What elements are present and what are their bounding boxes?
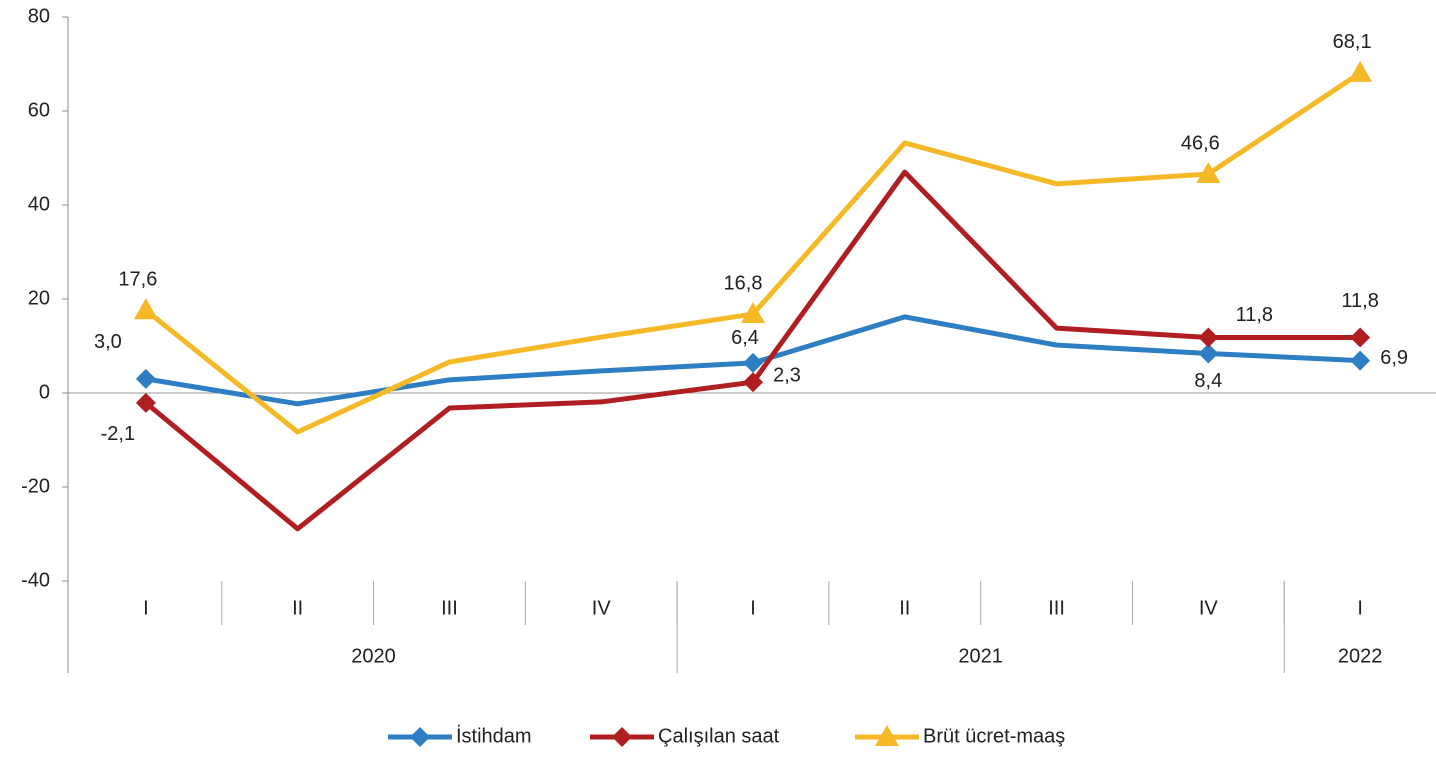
data-label: 17,6	[118, 269, 157, 291]
y-tick-label: 0	[39, 381, 50, 403]
data-label: 16,8	[724, 272, 763, 294]
y-tick-label: -20	[21, 475, 50, 497]
marker	[612, 727, 632, 747]
x-tick-label: I	[1357, 597, 1363, 619]
x-tick-label: I	[143, 597, 149, 619]
marker	[1198, 327, 1219, 348]
group-label: 2020	[351, 645, 396, 667]
data-label: 46,6	[1181, 132, 1220, 154]
data-label: 2,3	[773, 364, 801, 386]
data-label: 68,1	[1333, 31, 1372, 53]
y-tick-label: 80	[28, 5, 50, 27]
marker	[743, 372, 763, 393]
y-tick-label: 60	[28, 99, 50, 121]
y-tick-label: 40	[28, 193, 50, 215]
data-label: 8,4	[1194, 370, 1222, 392]
marker	[1350, 350, 1371, 371]
y-tick-label: -40	[21, 569, 50, 591]
marker	[741, 302, 765, 324]
data-label: 6,9	[1380, 347, 1408, 369]
x-tick-label: IV	[1199, 597, 1219, 619]
marker	[1198, 343, 1219, 364]
marker	[410, 727, 430, 747]
marker	[1196, 161, 1221, 183]
x-tick-label: II	[899, 597, 910, 619]
marker	[1350, 327, 1371, 348]
data-label: 11,8	[1341, 290, 1378, 312]
data-label: 11,8	[1236, 304, 1273, 326]
marker	[135, 368, 156, 389]
data-label: 6,4	[731, 327, 759, 349]
x-tick-label: III	[1048, 597, 1065, 619]
marker	[1348, 60, 1373, 82]
x-tick-label: II	[292, 597, 303, 619]
marker	[133, 298, 158, 320]
legend-label: Brüt ücret-maaş	[923, 725, 1065, 747]
marker	[743, 352, 763, 373]
legend-label: İstihdam	[456, 724, 532, 747]
marker	[875, 725, 899, 746]
group-label: 2022	[1338, 645, 1383, 667]
data-label: 3,0	[94, 331, 122, 353]
marker	[135, 392, 156, 413]
data-label: -2,1	[101, 423, 135, 445]
y-tick-label: 20	[28, 287, 50, 309]
x-tick-label: IV	[592, 597, 612, 619]
legend-label: Çalışılan saat	[658, 725, 780, 747]
group-label: 2021	[958, 645, 1003, 667]
x-tick-label: III	[441, 597, 458, 619]
x-tick-label: I	[750, 597, 756, 619]
